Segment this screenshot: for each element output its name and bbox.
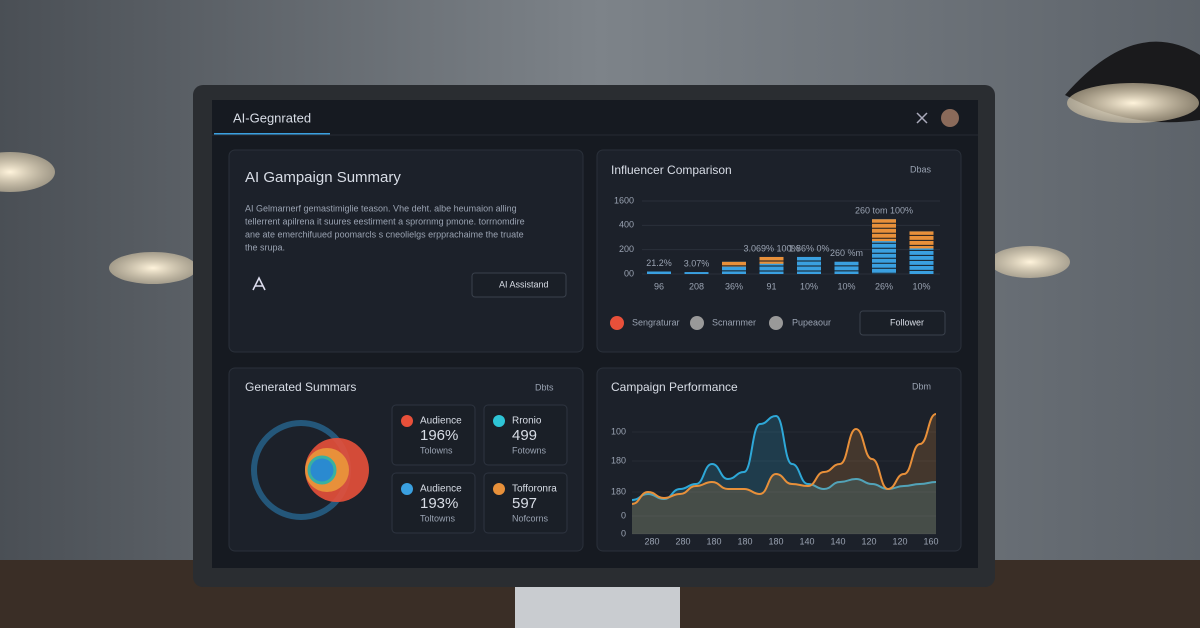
stat-label: Tofforonra bbox=[512, 484, 557, 495]
bar-top bbox=[684, 272, 709, 273]
y-tick-label: 180 bbox=[611, 455, 626, 465]
bar bbox=[684, 272, 709, 274]
y-tick-label: 100 bbox=[611, 426, 626, 436]
panel-meta: Dbm bbox=[912, 381, 931, 391]
button-label[interactable]: AI Assistand bbox=[499, 279, 549, 289]
legend-avatar bbox=[690, 316, 704, 330]
lamp bbox=[0, 152, 55, 192]
x-tick-label: 140 bbox=[830, 536, 845, 546]
stat-sub: Toltowns bbox=[420, 513, 456, 523]
stat-value: 196% bbox=[420, 427, 458, 444]
legend-label: Sengraturar bbox=[632, 317, 680, 327]
close-icon[interactable] bbox=[916, 112, 928, 124]
y-tick-label: 400 bbox=[619, 220, 634, 230]
stat-dot bbox=[401, 483, 413, 495]
value-label: 260 tom 100% bbox=[855, 206, 913, 216]
stat-sub: Tolowns bbox=[420, 445, 453, 455]
stat-value: 193% bbox=[420, 495, 458, 512]
panel-meta: Dbas bbox=[910, 164, 932, 174]
panel-title: Campaign Performance bbox=[611, 380, 738, 394]
x-tick-label: 10% bbox=[800, 281, 818, 291]
x-tick-label: 280 bbox=[644, 536, 659, 546]
stat-label: Audience bbox=[420, 416, 462, 427]
x-tick-label: 10% bbox=[837, 281, 855, 291]
y-tick-label: 200 bbox=[619, 244, 634, 254]
x-tick-label: 96 bbox=[654, 281, 664, 291]
body-line: the srupa. bbox=[245, 242, 285, 252]
value-label: 3.07% bbox=[684, 259, 710, 269]
button[interactable] bbox=[471, 272, 567, 298]
x-tick-label: 120 bbox=[861, 536, 876, 546]
x-tick-label: 140 bbox=[799, 536, 814, 546]
panel-title: AI Gampaign Summary bbox=[245, 169, 401, 186]
x-tick-label: 208 bbox=[689, 281, 704, 291]
x-tick-label: 280 bbox=[675, 536, 690, 546]
x-tick-label: 10% bbox=[912, 281, 930, 291]
x-tick-label: 180 bbox=[706, 536, 721, 546]
panel-meta: Dbts bbox=[535, 382, 554, 392]
y-tick-label: 00 bbox=[624, 268, 634, 278]
bar-top bbox=[759, 256, 784, 264]
avatar[interactable] bbox=[941, 109, 959, 127]
legend-dot bbox=[610, 316, 624, 330]
stat-value: 499 bbox=[512, 427, 537, 444]
panel bbox=[228, 149, 584, 353]
x-tick-label: 180 bbox=[737, 536, 752, 546]
logo bbox=[252, 276, 266, 291]
area bbox=[632, 416, 936, 534]
tab[interactable]: AI-Gegnrated bbox=[233, 110, 311, 125]
x-tick-label: 26% bbox=[875, 281, 893, 291]
stat-label: Audience bbox=[420, 484, 462, 495]
legend-label: Scnarnmer bbox=[712, 317, 756, 327]
ring bbox=[307, 455, 337, 485]
legend-avatar bbox=[769, 316, 783, 330]
value-label: 21.2% bbox=[646, 258, 672, 268]
bar-top bbox=[872, 219, 896, 242]
y-tick-label: 180 bbox=[611, 486, 626, 496]
panel-title: Generated Summars bbox=[245, 380, 356, 394]
panel-title: Influencer Comparison bbox=[611, 163, 732, 177]
bar-top bbox=[797, 256, 821, 264]
stat-label: Rronio bbox=[512, 416, 542, 427]
body-line: tellerrent apilrena it suures eestirment… bbox=[245, 216, 525, 226]
stat-value: 597 bbox=[512, 495, 537, 512]
bar-top bbox=[834, 261, 859, 267]
x-tick-label: 180 bbox=[768, 536, 783, 546]
value-label: 1.86% 0% bbox=[788, 243, 829, 253]
stat-sub: Nofcorns bbox=[512, 513, 549, 523]
monitor-stand bbox=[515, 585, 680, 628]
body-line: AI Gelmarnerf gemastimiglie teason. Vhe … bbox=[245, 203, 517, 213]
lamp bbox=[109, 252, 197, 284]
x-tick-label: 160 bbox=[923, 536, 938, 546]
panel bbox=[596, 367, 962, 552]
y-tick-label: 1600 bbox=[614, 195, 634, 205]
bar-top bbox=[647, 271, 671, 273]
stat-dot bbox=[401, 415, 413, 427]
stat-dot bbox=[493, 415, 505, 427]
bar bbox=[647, 271, 671, 274]
y-tick-label: 0 bbox=[621, 510, 626, 520]
legend-label: Pupeaour bbox=[792, 317, 831, 327]
bar-top bbox=[722, 261, 746, 267]
button-label[interactable]: Follower bbox=[890, 317, 924, 327]
y-tick-label: 0 bbox=[621, 528, 626, 538]
stat-sub: Fotowns bbox=[512, 445, 547, 455]
stat-dot bbox=[493, 483, 505, 495]
area bbox=[632, 414, 936, 534]
value-label: 3.069% 100% bbox=[743, 243, 799, 253]
body-line: ane ate emerchifuued poomarcls s cneolie… bbox=[245, 229, 524, 239]
x-tick-label: 36% bbox=[725, 281, 743, 291]
lamp bbox=[990, 246, 1070, 278]
line bbox=[631, 413, 937, 505]
value-label: 260 %m bbox=[830, 248, 863, 258]
x-tick-label: 91 bbox=[766, 281, 776, 291]
x-tick-label: 120 bbox=[892, 536, 907, 546]
lamp bbox=[1067, 83, 1199, 123]
button[interactable] bbox=[859, 310, 946, 336]
